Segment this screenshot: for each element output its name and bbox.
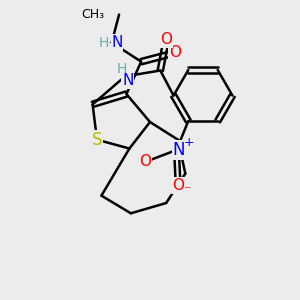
Text: N: N [172,141,185,159]
Text: ⁻: ⁻ [183,184,190,198]
Text: H: H [98,35,109,50]
Text: +: + [184,136,194,149]
Text: CH₃: CH₃ [81,8,104,21]
Text: O: O [169,45,181,60]
Text: H: H [117,62,127,76]
Text: N: N [122,73,134,88]
Text: O: O [140,154,152,169]
Text: O: O [172,178,184,193]
Text: S: S [92,131,102,149]
Text: O: O [160,32,172,47]
Text: N: N [111,35,123,50]
